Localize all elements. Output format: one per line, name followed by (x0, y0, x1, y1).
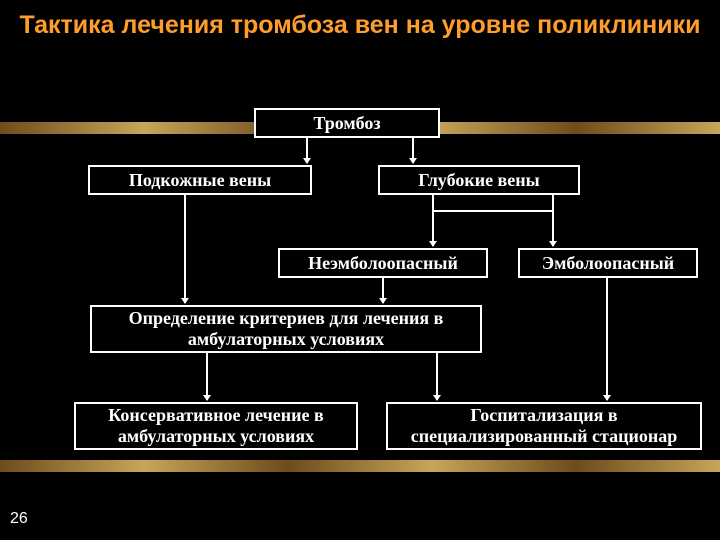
node-label: Госпитализация в специализированный стац… (392, 405, 696, 446)
flow-connector (432, 210, 554, 212)
node-label: Подкожные вены (129, 170, 271, 191)
flow-arrow (412, 138, 414, 163)
node-emb: Эмболоопасный (518, 248, 698, 278)
node-hosp: Госпитализация в специализированный стац… (386, 402, 702, 450)
node-cons: Консервативное лечение в амбулаторных ус… (74, 402, 358, 450)
node-criteria: Определение критериев для лечения в амбу… (90, 305, 482, 353)
slide-title: Тактика лечения тромбоза вен на уровне п… (0, 0, 720, 41)
flow-arrow (382, 278, 384, 303)
node-label: Консервативное лечение в амбулаторных ус… (80, 405, 352, 446)
node-nonemb: Неэмболоопасный (278, 248, 488, 278)
node-label: Тромбоз (313, 113, 380, 134)
flow-arrow (436, 353, 438, 400)
flow-arrow (206, 353, 208, 400)
node-label: Глубокие вены (418, 170, 539, 191)
node-root: Тромбоз (254, 108, 440, 138)
flow-arrow (552, 195, 554, 246)
node-label: Определение критериев для лечения в амбу… (96, 308, 476, 349)
node-subq: Подкожные вены (88, 165, 312, 195)
flow-arrow (306, 138, 308, 163)
flow-arrow (184, 195, 186, 303)
node-label: Эмболоопасный (542, 253, 674, 274)
node-deep: Глубокие вены (378, 165, 580, 195)
decorative-band (0, 460, 720, 472)
flow-arrow (432, 195, 434, 246)
node-label: Неэмболоопасный (308, 253, 458, 274)
page-number: 26 (10, 510, 28, 528)
flow-arrow (606, 278, 608, 400)
